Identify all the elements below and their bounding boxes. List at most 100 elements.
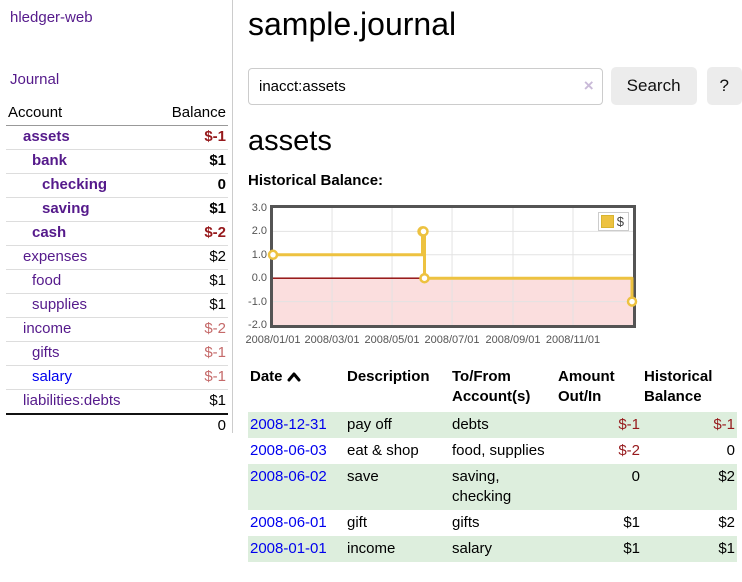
x-axis-tick: 2008/03/01 [304,334,359,346]
search-button[interactable]: Search [611,67,697,105]
sidebar-account-link[interactable]: gifts [32,344,60,361]
transaction-date-link[interactable]: 2008-01-01 [250,540,327,557]
y-axis-tick: 1.0 [248,249,267,261]
register-header-amount: Amount Out/In [556,365,642,412]
transaction-accounts: gifts [450,510,556,536]
account-row: cash $-2 [6,222,228,246]
x-axis-tick: 2008/05/01 [364,334,419,346]
sort-ascending-icon [287,368,301,388]
register-table: Date Description To/From Account(s) Amou… [248,365,737,562]
account-row: expenses $2 [6,246,228,270]
transaction-amount: $-1 [556,412,642,438]
sidebar-account-link[interactable]: checking [42,176,107,193]
accounts-total-row: 0 [6,414,228,438]
y-axis-tick: 3.0 [248,202,267,214]
account-balance: $1 [154,198,228,222]
account-row: saving $1 [6,198,228,222]
transaction-amount: 0 [556,464,642,510]
y-axis-tick: 0.0 [248,272,267,284]
data-point-marker [269,251,277,259]
data-point-marker [420,274,428,282]
sidebar-account-link[interactable]: assets [23,128,70,145]
legend-label: $ [617,214,624,229]
sidebar-account-link[interactable]: saving [42,200,90,217]
account-row: gifts $-1 [6,342,228,366]
register-row: 2008-06-01 giftgifts$1$2 [248,510,737,536]
transaction-balance: $-1 [642,412,737,438]
account-balance: 0 [154,174,228,198]
account-row: supplies $1 [6,294,228,318]
account-row: checking 0 [6,174,228,198]
y-axis-tick: 2.0 [248,225,267,237]
accounts-header-balance: Balance [154,101,228,126]
help-button[interactable]: ? [707,67,742,105]
x-axis-tick: 2008/07/01 [424,334,479,346]
account-row: liabilities:debts $1 [6,390,228,415]
sidebar-account-link[interactable]: bank [32,152,67,169]
account-row: salary $-1 [6,366,228,390]
register-header-date[interactable]: Date [248,365,345,412]
sidebar-account-link[interactable]: income [23,320,71,337]
data-point-marker [628,298,636,306]
sidebar: hledger-web Journal Account Balance asse… [0,0,233,433]
legend-swatch-icon [601,215,614,228]
register-header-description: Description [345,365,450,412]
register-row: 2008-01-01incomesalary$1$1 [248,536,737,562]
transaction-amount: $1 [556,510,642,536]
register-row: 2008-06-03 eat & shopfood, supplies$-20 [248,438,737,464]
transaction-accounts: salary [450,536,556,562]
sidebar-account-link[interactable]: food [32,272,61,289]
clear-search-icon[interactable]: × [584,76,594,96]
transaction-date-link[interactable]: 2008-06-03 [250,442,327,459]
register-header-accounts: To/From Account(s) [450,365,556,412]
transaction-balance: $1 [642,536,737,562]
transaction-balance: 0 [642,438,737,464]
accounts-table: Account Balance assets$-1bank$1checking0… [6,101,228,438]
transaction-description: gift [345,510,450,536]
transaction-accounts: debts [450,412,556,438]
sidebar-account-link[interactable]: expenses [23,248,87,265]
register-header-balance: Historical Balance [642,365,737,412]
transaction-date-link[interactable]: 2008-12-31 [250,416,327,433]
accounts-header-account: Account [6,101,154,126]
register-row: 2008-06-02savesaving, checking0$2 [248,464,737,510]
sidebar-account-link[interactable]: cash [32,224,66,241]
accounts-total: 0 [154,414,228,438]
account-row: assets$-1 [6,126,228,150]
transaction-balance: $2 [642,464,737,510]
account-balance: $1 [154,294,228,318]
account-balance: $-1 [154,342,228,366]
transaction-description: income [345,536,450,562]
transaction-amount: $1 [556,536,642,562]
account-row: bank$1 [6,150,228,174]
chart-plot-area: $ [270,205,636,328]
register-header-row: Date Description To/From Account(s) Amou… [248,365,737,412]
transaction-amount: $-2 [556,438,642,464]
transaction-date-link[interactable]: 2008-06-02 [250,468,327,485]
y-axis-tick: -1.0 [248,296,267,308]
sidebar-account-link[interactable]: salary [32,368,72,385]
transaction-balance: $2 [642,510,737,536]
app-title-link[interactable]: hledger-web [10,9,93,26]
search-input[interactable] [248,68,603,105]
sidebar-item-journal[interactable]: Journal [10,71,59,88]
account-balance: $-2 [154,222,228,246]
account-title: assets [248,125,742,158]
account-balance: $-2 [154,318,228,342]
account-balance: $1 [154,270,228,294]
search-form: × Search ? [248,67,742,105]
x-axis-tick: 2008/11/01 [546,334,600,346]
chart-legend: $ [598,212,629,231]
transaction-accounts: food, supplies [450,438,556,464]
account-balance: $2 [154,246,228,270]
data-point-marker [419,227,427,235]
sidebar-account-link[interactable]: liabilities:debts [23,392,121,409]
historical-balance-chart: $ 3.02.01.00.0-1.0-2.0 2008/01/012008/03… [248,205,742,347]
transaction-description: eat & shop [345,438,450,464]
main-content: sample.journal × Search ? assets Histori… [248,0,742,562]
transaction-date-link[interactable]: 2008-06-01 [250,514,327,531]
sidebar-account-link[interactable]: supplies [32,296,87,313]
transaction-accounts: saving, checking [450,464,556,510]
account-balance: $-1 [154,366,228,390]
account-balance: $1 [154,390,228,415]
